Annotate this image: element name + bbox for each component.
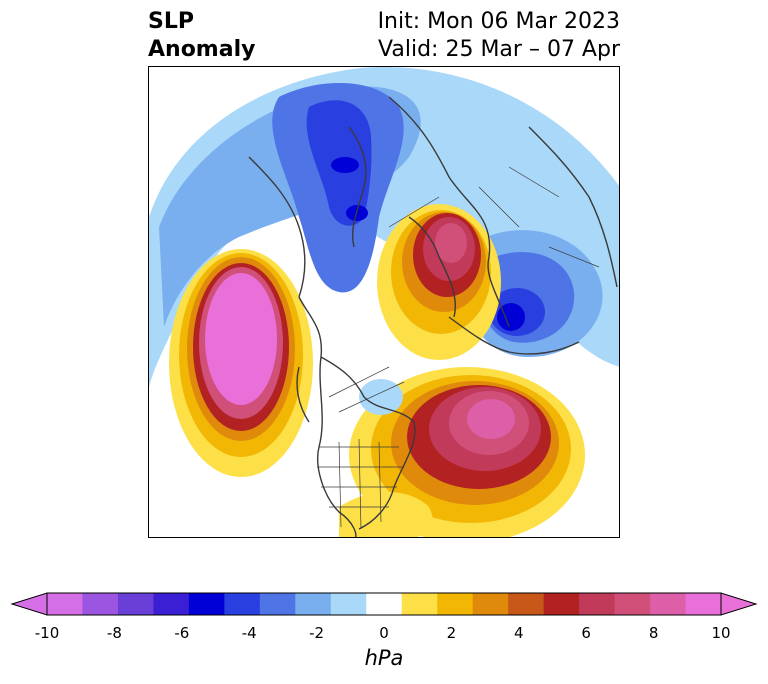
colorbar-tick-label: 0 bbox=[379, 624, 389, 642]
colorbar-tick-label: 6 bbox=[581, 624, 591, 642]
colorbar-segment bbox=[543, 593, 580, 615]
colorbar-segment bbox=[472, 593, 509, 615]
coastlines bbox=[248, 96, 618, 537]
colorbar-segment bbox=[295, 593, 332, 615]
colorbar-segment bbox=[650, 593, 687, 615]
colorbar-units: hPa bbox=[364, 646, 404, 670]
colorbar-segment bbox=[188, 593, 225, 615]
colorbar-extend-low bbox=[10, 592, 48, 616]
colorbar-tick-label: 10 bbox=[711, 624, 731, 642]
colorbar-segment bbox=[614, 593, 651, 615]
colorbar-tick-label: -2 bbox=[309, 624, 325, 642]
colorbar-segment bbox=[366, 593, 403, 615]
pos-anomaly-atlantic-core bbox=[467, 399, 515, 439]
colorbar-tick-label: -8 bbox=[106, 624, 122, 642]
colorbar-segment bbox=[259, 593, 296, 615]
colorbar-segment bbox=[401, 593, 438, 615]
colorbar-segment bbox=[82, 593, 119, 615]
valid-range: Valid: 25 Mar – 07 Apr bbox=[378, 37, 620, 62]
colorbar-tick-label: -6 bbox=[174, 624, 190, 642]
colorbar-frame bbox=[46, 592, 722, 616]
colorbar-segment bbox=[153, 593, 190, 615]
neg-anomaly-canada-min bbox=[331, 157, 359, 173]
init-date: Init: Mon 06 Mar 2023 bbox=[377, 9, 620, 34]
colorbar-segment bbox=[437, 593, 474, 615]
colorbar-segment bbox=[117, 593, 154, 615]
map-svg bbox=[149, 67, 619, 537]
pos-anomaly-pacific-core bbox=[205, 273, 277, 405]
chart-title: SLP Anomaly bbox=[148, 8, 255, 64]
colorbar-segment bbox=[508, 593, 545, 615]
neg-anomaly-siberia-min bbox=[497, 303, 525, 331]
pos-anomaly-europe-core bbox=[435, 223, 467, 263]
colorbar-segment bbox=[224, 593, 261, 615]
title-line-1: SLP bbox=[148, 9, 194, 34]
colorbar-tick-label: 4 bbox=[514, 624, 524, 642]
title-line-2: Anomaly bbox=[148, 37, 256, 62]
anomaly-map bbox=[148, 66, 620, 538]
colorbar bbox=[10, 592, 758, 616]
colorbar-extend-high bbox=[720, 592, 758, 616]
colorbar-segment bbox=[47, 593, 83, 615]
colorbar-tick-label: 8 bbox=[648, 624, 659, 642]
state-borders bbox=[317, 166, 600, 530]
colorbar-segment bbox=[685, 593, 722, 615]
colorbar-segment bbox=[330, 593, 367, 615]
valid-period: Init: Mon 06 Mar 2023 Valid: 25 Mar – 07… bbox=[378, 8, 620, 64]
neg-anomaly-hudson bbox=[359, 379, 403, 415]
colorbar-segment bbox=[579, 593, 616, 615]
colorbar-tick-label: -4 bbox=[241, 624, 257, 642]
anomaly-fill bbox=[149, 67, 619, 537]
colorbar-tick-label: -10 bbox=[34, 624, 60, 642]
colorbar-tick-label: 2 bbox=[446, 624, 457, 642]
